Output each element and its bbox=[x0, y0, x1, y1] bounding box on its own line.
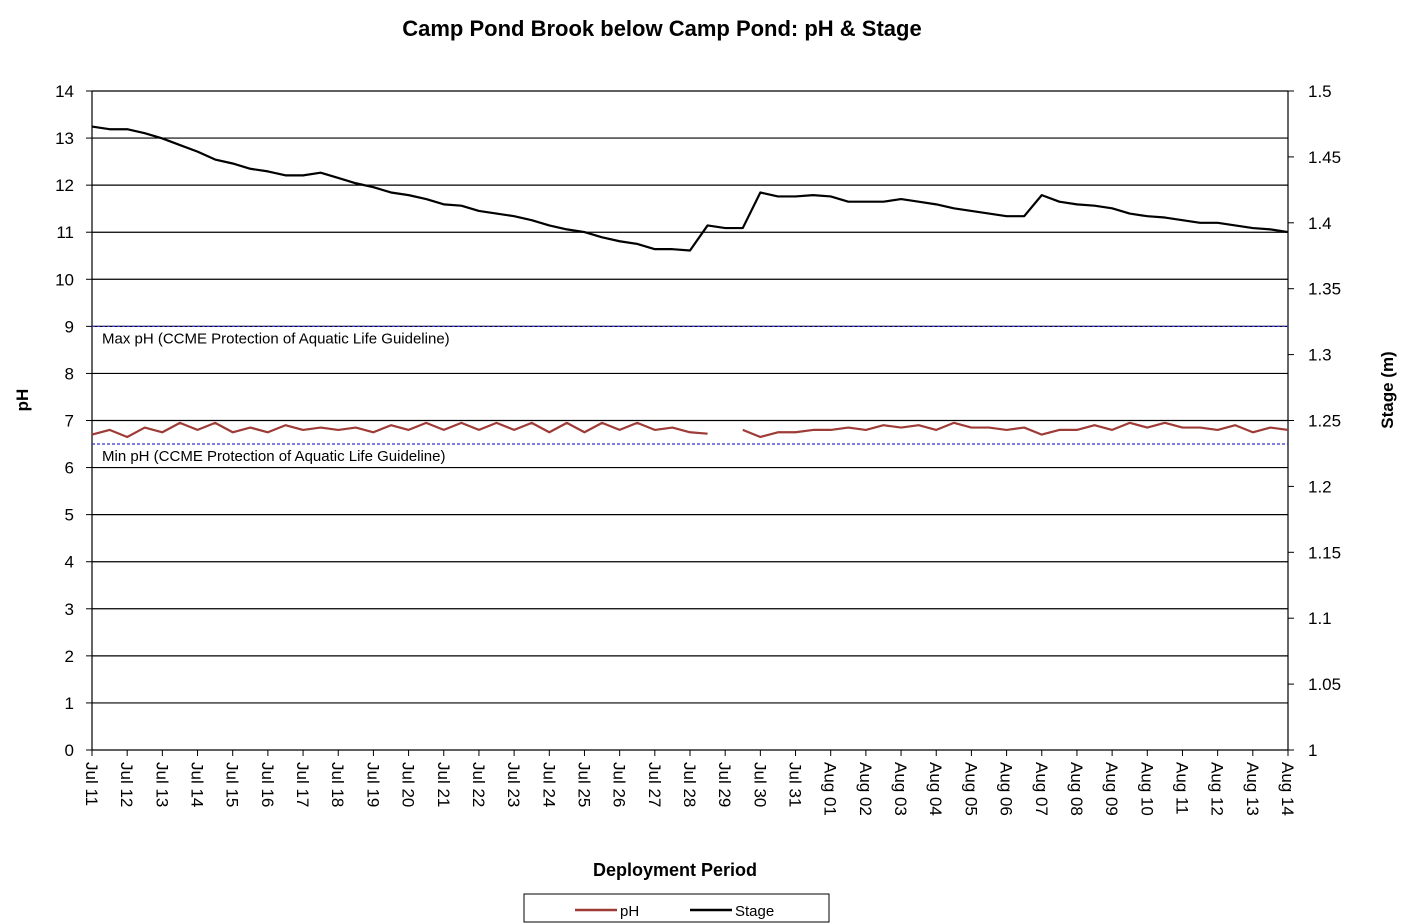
guideline-label: Max pH (CCME Protection of Aquatic Life … bbox=[102, 330, 450, 347]
x-tick-label: Aug 04 bbox=[926, 762, 945, 816]
y-tick-label: 12 bbox=[55, 176, 74, 195]
x-tick-label: Aug 08 bbox=[1067, 762, 1086, 816]
x-tick-label: Aug 13 bbox=[1243, 762, 1262, 816]
x-tick-label: Jul 23 bbox=[504, 762, 523, 807]
x-tick-label: Jul 12 bbox=[117, 762, 136, 807]
x-tick-label: Jul 24 bbox=[539, 762, 558, 807]
series-line bbox=[91, 421, 1289, 439]
x-tick-label: Jul 22 bbox=[469, 762, 488, 807]
x-tick-label: Jul 19 bbox=[363, 762, 382, 807]
x-tick-label: Jul 16 bbox=[258, 762, 277, 807]
y2-axis-title: Stage (m) bbox=[1378, 351, 1397, 428]
y-tick-label: 4 bbox=[65, 553, 74, 572]
x-tick-label: Jul 18 bbox=[328, 762, 347, 807]
series-line bbox=[91, 125, 1289, 252]
y2-tick-label: 1.25 bbox=[1308, 412, 1341, 431]
x-tick-label: Jul 21 bbox=[434, 762, 453, 807]
y2-tick-label: 1.2 bbox=[1308, 477, 1332, 496]
x-tick-label: Aug 07 bbox=[1032, 762, 1051, 816]
y2-tick-label: 1.15 bbox=[1308, 543, 1341, 562]
legend-label: Stage bbox=[735, 903, 774, 920]
x-tick-label: Jul 14 bbox=[188, 762, 207, 807]
x-tick-label: Jul 13 bbox=[152, 762, 171, 807]
x-tick-label: Jul 11 bbox=[82, 762, 101, 806]
x-tick-label: Aug 09 bbox=[1102, 762, 1121, 816]
x-tick-label: Aug 14 bbox=[1278, 762, 1297, 816]
guideline-label: Min pH (CCME Protection of Aquatic Life … bbox=[102, 448, 445, 465]
x-tick-label: Jul 30 bbox=[750, 762, 769, 807]
x-tick-label: Aug 01 bbox=[821, 762, 840, 816]
y2-tick-label: 1.45 bbox=[1308, 148, 1341, 167]
y-tick-label: 6 bbox=[65, 459, 74, 478]
y-tick-label: 7 bbox=[65, 412, 74, 431]
x-tick-label: Aug 03 bbox=[891, 762, 910, 816]
y-tick-label: 5 bbox=[65, 506, 74, 525]
x-tick-label: Jul 26 bbox=[610, 762, 629, 807]
x-tick-label: Jul 25 bbox=[574, 762, 593, 807]
y2-tick-label: 1.5 bbox=[1308, 82, 1332, 101]
legend-label: pH bbox=[620, 903, 639, 920]
x-tick-label: Aug 06 bbox=[997, 762, 1016, 816]
y-tick-label: 0 bbox=[65, 741, 74, 760]
y-tick-label: 3 bbox=[65, 600, 74, 619]
chart-title: Camp Pond Brook below Camp Pond: pH & St… bbox=[402, 16, 921, 41]
y-tick-label: 8 bbox=[65, 364, 74, 383]
y-tick-label: 2 bbox=[65, 647, 74, 666]
x-tick-label: Jul 28 bbox=[680, 762, 699, 807]
x-tick-label: Jul 31 bbox=[786, 762, 805, 807]
x-tick-label: Jul 20 bbox=[399, 762, 418, 807]
x-tick-label: Aug 10 bbox=[1137, 762, 1156, 816]
y2-tick-label: 1.3 bbox=[1308, 346, 1332, 365]
y-tick-label: 11 bbox=[56, 223, 74, 242]
y-tick-label: 14 bbox=[55, 82, 74, 101]
y-tick-label: 10 bbox=[55, 270, 74, 289]
y2-tick-label: 1 bbox=[1308, 741, 1317, 760]
x-tick-label: Jul 27 bbox=[645, 762, 664, 807]
x-tick-label: Jul 15 bbox=[223, 762, 242, 807]
y2-tick-label: 1.35 bbox=[1308, 280, 1341, 299]
y2-tick-label: 1.4 bbox=[1308, 214, 1332, 233]
y-tick-label: 1 bbox=[65, 694, 74, 713]
x-tick-label: Aug 12 bbox=[1208, 762, 1227, 816]
y-tick-label: 13 bbox=[55, 129, 74, 148]
y-tick-label: 9 bbox=[65, 317, 74, 336]
x-tick-label: Aug 02 bbox=[856, 762, 875, 816]
x-tick-label: Jul 29 bbox=[715, 762, 734, 807]
x-tick-label: Aug 11 bbox=[1172, 762, 1191, 815]
x-tick-label: Jul 17 bbox=[293, 762, 312, 807]
legend bbox=[523, 893, 830, 923]
y-axis-title: pH bbox=[13, 389, 32, 412]
y2-tick-label: 1.05 bbox=[1308, 675, 1341, 694]
x-tick-label: Aug 05 bbox=[961, 762, 980, 816]
x-axis-title: Deployment Period bbox=[593, 860, 757, 880]
y2-tick-label: 1.1 bbox=[1308, 609, 1332, 628]
